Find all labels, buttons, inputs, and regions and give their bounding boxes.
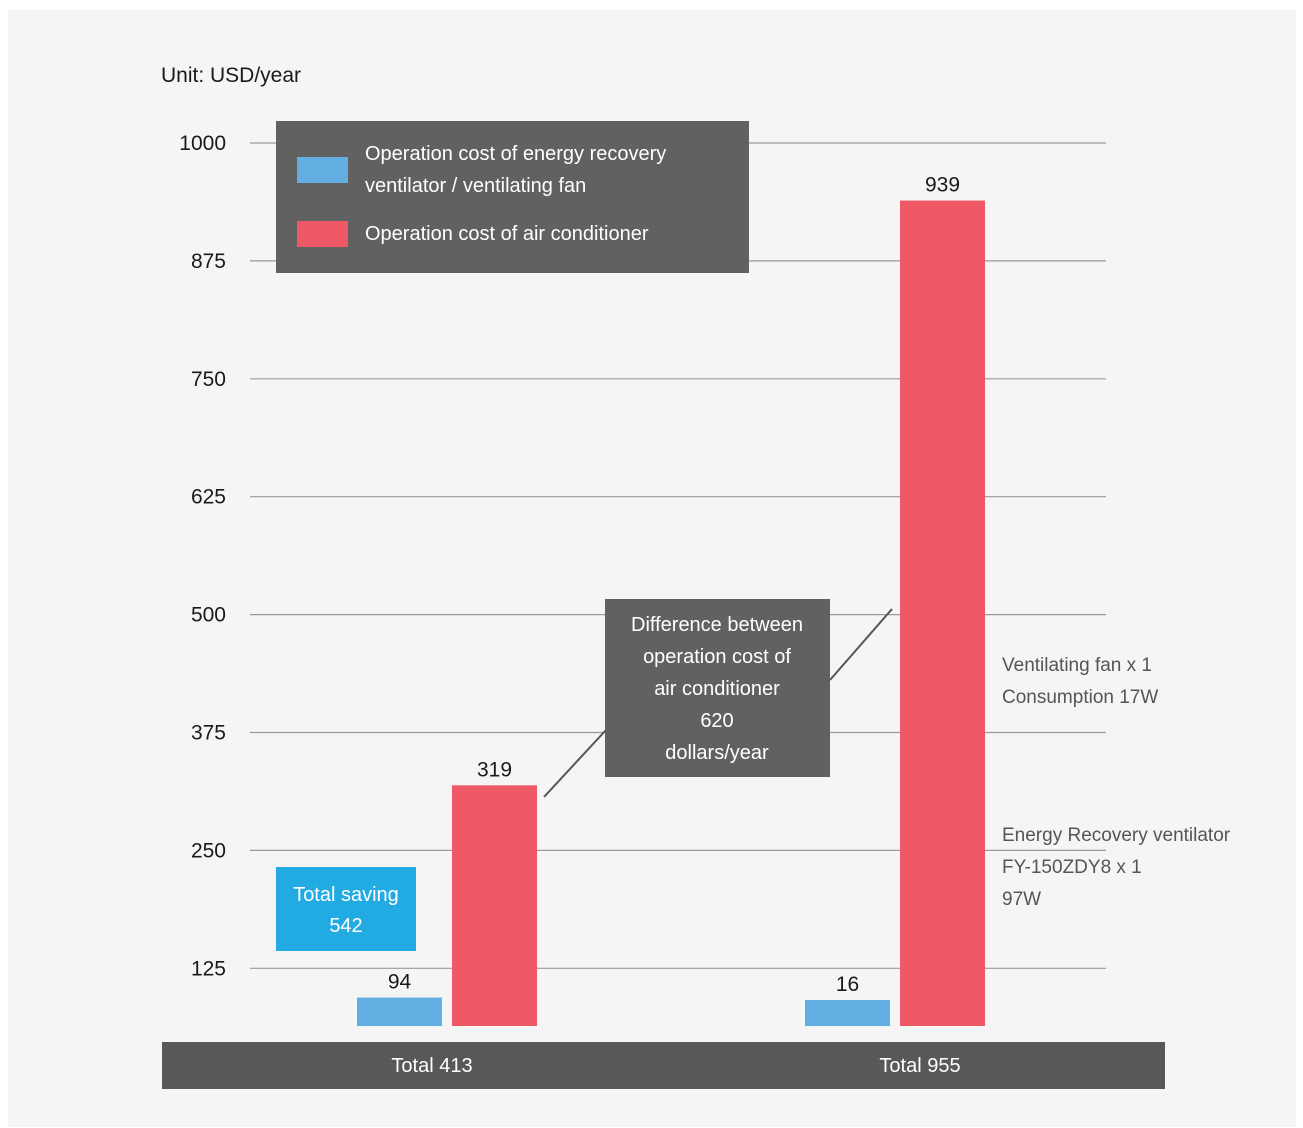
legend-swatch-blue: [297, 157, 348, 183]
difference-text: air conditioner: [654, 678, 780, 700]
connector-line-left: [543, 729, 607, 798]
legend: Operation cost of energy recovery ventila…: [276, 121, 749, 273]
difference-text: 620: [700, 710, 733, 732]
difference-text: Difference between: [631, 614, 803, 636]
ventilator-cost-bar: [805, 1000, 890, 1026]
bar-value-label: 16: [836, 973, 859, 996]
y-tick-label: 1000: [179, 132, 226, 155]
ventilator-cost-bar: [357, 997, 442, 1026]
annotations: Total saving 542 Difference between operati…: [276, 599, 1231, 951]
category-total-label: Total 413: [391, 1055, 472, 1077]
total-saving-text: Total saving: [293, 884, 399, 906]
y-tick-label: 125: [191, 957, 226, 980]
connector-line-right: [829, 608, 893, 681]
ventilating-fan-note: Ventilating fan x 1: [1002, 655, 1152, 676]
difference-text: operation cost of: [643, 646, 791, 668]
bar-value-label: 939: [925, 174, 960, 197]
y-tick-label: 375: [191, 722, 226, 745]
erv-note: Energy Recovery ventilator: [1002, 825, 1231, 846]
legend-box: [276, 121, 749, 273]
bar-value-label: 94: [388, 971, 412, 994]
category-bar-background: [162, 1042, 1165, 1089]
legend-entry-text: Operation cost of air conditioner: [365, 223, 649, 245]
erv-note: 97W: [1002, 889, 1041, 910]
bar-value-label: 319: [477, 758, 512, 781]
air-conditioner-cost-bar: [900, 200, 985, 1026]
category-bar: Total 413 Total 955: [162, 1042, 1165, 1089]
legend-entry-text: ventilator / ventilating fan: [365, 175, 586, 197]
erv-note: FY-150ZDY8 x 1: [1002, 857, 1142, 878]
unit-label: Unit: USD/year: [161, 64, 301, 87]
total-saving-text: 542: [329, 915, 362, 937]
y-tick-label: 500: [191, 604, 226, 627]
y-tick-label: 625: [191, 486, 226, 509]
bar-value-labels: 94 16 319 939: [388, 174, 960, 996]
legend-swatch-red: [297, 221, 348, 247]
air-conditioner-cost-bar: [452, 785, 537, 1026]
y-tick-label: 250: [191, 839, 226, 862]
category-total-label: Total 955: [879, 1055, 960, 1077]
difference-text: dollars/year: [665, 742, 769, 764]
difference-box: [605, 599, 830, 777]
ventilating-fan-note: Consumption 17W: [1002, 687, 1158, 708]
legend-entry-text: Operation cost of energy recovery: [365, 143, 666, 165]
y-axis-ticks: 125 250 375 500 625 750 875 1000: [179, 132, 226, 980]
y-tick-label: 875: [191, 250, 226, 273]
total-saving-box: [276, 867, 416, 951]
y-tick-label: 750: [191, 368, 226, 391]
bars: [357, 200, 985, 1026]
